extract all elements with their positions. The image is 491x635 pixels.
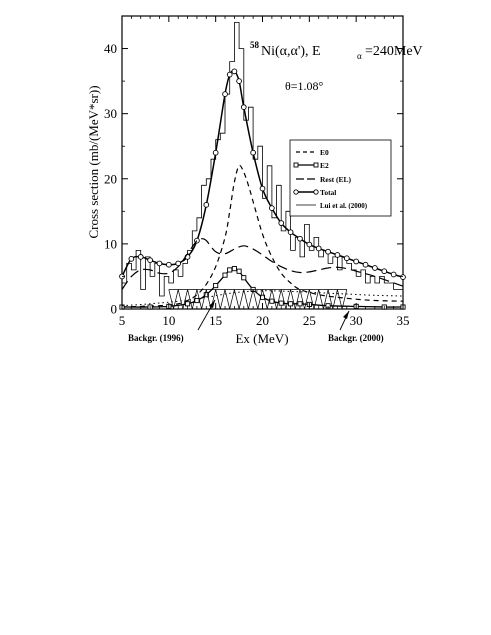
legend-marker-e2-a xyxy=(293,162,299,168)
data-point-total xyxy=(400,274,406,280)
x-tick-label: 15 xyxy=(209,313,222,328)
data-point-e2 xyxy=(297,301,303,307)
data-point-total xyxy=(343,255,350,262)
legend-label-total: Total xyxy=(320,188,336,197)
legend-label-rest: Rest (EL) xyxy=(320,175,352,184)
data-point-e2 xyxy=(288,301,294,307)
y-tick-label: 40 xyxy=(104,41,117,56)
angle-label: θ=1.08° xyxy=(285,79,324,93)
legend-label-e0: E0 xyxy=(320,148,329,157)
data-point-total xyxy=(231,68,238,75)
data-point-e2 xyxy=(194,297,200,304)
data-point-total xyxy=(147,257,153,264)
series-lui-et-al-2000 xyxy=(122,22,403,297)
legend-entry-lui: Lui et al. (2000) xyxy=(296,202,368,210)
data-point-total xyxy=(203,201,210,208)
x-tick-label: 25 xyxy=(303,313,316,328)
data-point-e2 xyxy=(185,301,191,307)
data-point-total xyxy=(128,256,135,262)
legend: E0 E2 Rest (EL) Total Lui et al. (2000) xyxy=(289,139,392,217)
annotation-backgr-2000: Backgr. (2000) xyxy=(328,310,384,343)
y-tick-label: 0 xyxy=(111,302,118,317)
legend-marker-total-a xyxy=(293,189,299,195)
data-point-total xyxy=(175,260,182,267)
series-total xyxy=(119,68,406,280)
x-tick-label: 5 xyxy=(119,313,126,328)
legend-box xyxy=(289,139,392,217)
data-point-total xyxy=(306,241,313,248)
data-point-total xyxy=(222,91,228,97)
data-point-total xyxy=(269,205,275,211)
legend-label-lui: Lui et al. (2000) xyxy=(320,202,368,210)
data-point-e2 xyxy=(278,300,284,306)
annotation-arrowhead-1996 xyxy=(209,300,215,308)
data-point-e2 xyxy=(227,267,233,273)
annotation-label-1996: Backgr. (1996) xyxy=(128,333,184,343)
title-subscript: α xyxy=(357,51,362,61)
x-axis-label: Ex (MeV) xyxy=(235,331,288,346)
data-point-e2 xyxy=(269,298,275,304)
y-tick-label: 20 xyxy=(104,171,117,186)
y-tick-label: 10 xyxy=(104,236,117,251)
annotation-backgr-1996: Backgr. (1996) xyxy=(128,299,216,343)
series-line-lui-et-al-2000 xyxy=(122,22,403,297)
data-point-total xyxy=(315,245,322,252)
annotation-arrowhead-2000 xyxy=(343,311,349,319)
x-tick-label: 35 xyxy=(397,313,410,328)
series-line-e0 xyxy=(121,164,404,308)
x-tick-label: 20 xyxy=(256,313,269,328)
data-point-total xyxy=(259,185,266,192)
chart-title: 58 Ni(α,α'), E α =240MeV xyxy=(250,40,423,61)
data-point-total xyxy=(137,254,144,260)
data-point-total xyxy=(165,261,172,268)
series-line-rest-el xyxy=(121,238,404,290)
data-point-total xyxy=(334,252,341,258)
data-point-total xyxy=(236,78,242,84)
legend-label-e2: E2 xyxy=(320,161,329,170)
series-line-backgr-1996 xyxy=(168,289,348,310)
series-e0 xyxy=(121,164,404,308)
data-point-total xyxy=(372,265,378,271)
legend-marker-e2-b xyxy=(313,162,319,168)
data-point-e2 xyxy=(241,275,247,281)
data-point-total xyxy=(362,261,369,268)
data-point-e2 xyxy=(213,283,219,289)
title-main: Ni(α,α'), E xyxy=(261,44,321,59)
data-point-total xyxy=(156,260,163,267)
legend-entry-total: Total xyxy=(293,188,336,197)
legend-marker-total-b xyxy=(313,189,319,195)
data-point-total xyxy=(325,248,331,255)
series-rest-el xyxy=(121,238,404,290)
annotation-label-2000: Backgr. (2000) xyxy=(328,333,384,343)
x-tick-label: 30 xyxy=(350,313,363,328)
data-point-e2 xyxy=(236,268,242,274)
series-backgr-1996 xyxy=(168,289,348,310)
data-point-total xyxy=(353,258,360,265)
data-point-total xyxy=(381,268,388,275)
data-point-e2 xyxy=(231,266,237,272)
y-axis-label: Cross section (mb/(MeV*sr)) xyxy=(86,85,101,238)
data-point-total xyxy=(250,149,256,156)
data-point-total xyxy=(390,271,397,278)
data-point-total xyxy=(240,104,247,111)
data-point-e2 xyxy=(203,292,209,298)
axis-ticks: 5 10 15 20 25 30 35 0 10 20 30 40 xyxy=(104,16,410,328)
data-point-e2 xyxy=(222,272,228,278)
data-point-total xyxy=(287,229,294,236)
data-point-total xyxy=(212,149,219,156)
y-tick-label: 30 xyxy=(104,106,117,121)
title-superscript: 58 xyxy=(250,40,260,50)
data-point-total xyxy=(278,220,285,226)
x-tick-label: 10 xyxy=(162,313,175,328)
legend-entry-rest: Rest (EL) xyxy=(296,175,352,184)
data-point-total xyxy=(297,235,303,242)
legend-entry-e2: E2 xyxy=(293,161,329,170)
legend-entry-e0: E0 xyxy=(296,148,329,157)
title-tail: =240MeV xyxy=(365,44,423,59)
data-point-total xyxy=(226,71,233,78)
